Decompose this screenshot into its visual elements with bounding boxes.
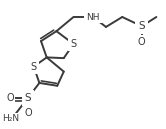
Text: H₂N: H₂N [2,114,20,123]
Text: O: O [24,108,32,118]
Text: S: S [70,39,77,49]
Text: S: S [25,93,31,103]
Text: O: O [138,37,146,47]
Text: S: S [31,62,37,72]
Text: NH: NH [86,13,100,22]
Text: O: O [6,93,14,103]
Text: S: S [138,21,145,31]
